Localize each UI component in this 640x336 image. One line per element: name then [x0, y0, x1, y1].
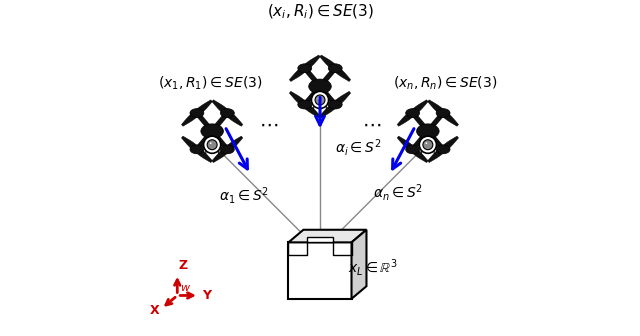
Polygon shape: [320, 102, 337, 118]
Ellipse shape: [190, 109, 204, 118]
Text: X: X: [150, 304, 159, 317]
Ellipse shape: [207, 140, 217, 150]
Text: $(x_i, R_i) \in SE(3)$: $(x_i, R_i) \in SE(3)$: [266, 3, 374, 21]
Ellipse shape: [317, 97, 319, 99]
Text: Z: Z: [179, 259, 188, 271]
Ellipse shape: [426, 142, 428, 144]
Polygon shape: [303, 102, 320, 118]
Polygon shape: [351, 230, 367, 299]
Polygon shape: [212, 147, 229, 163]
Polygon shape: [441, 111, 458, 126]
Polygon shape: [441, 136, 458, 152]
Polygon shape: [289, 91, 307, 107]
Polygon shape: [225, 136, 243, 152]
Ellipse shape: [201, 124, 223, 138]
Polygon shape: [333, 66, 351, 81]
Ellipse shape: [312, 91, 328, 109]
Polygon shape: [289, 230, 367, 242]
Polygon shape: [212, 100, 229, 115]
Ellipse shape: [328, 64, 342, 73]
Text: $x_L \in \mathbb{R}^3$: $x_L \in \mathbb{R}^3$: [348, 257, 398, 278]
Ellipse shape: [190, 145, 204, 154]
Ellipse shape: [204, 136, 221, 153]
Text: Y: Y: [202, 289, 211, 302]
Polygon shape: [411, 147, 428, 163]
Polygon shape: [182, 111, 199, 126]
Polygon shape: [411, 100, 428, 115]
Polygon shape: [303, 55, 320, 71]
Ellipse shape: [436, 109, 450, 118]
Ellipse shape: [406, 145, 420, 154]
Polygon shape: [428, 100, 445, 115]
Polygon shape: [225, 111, 243, 126]
Ellipse shape: [417, 124, 439, 138]
Polygon shape: [428, 147, 445, 163]
Ellipse shape: [406, 109, 420, 118]
Ellipse shape: [315, 95, 325, 105]
Ellipse shape: [328, 100, 342, 109]
Text: $(x_1, R_1) \in SE(3)$: $(x_1, R_1) \in SE(3)$: [158, 74, 262, 92]
Ellipse shape: [423, 140, 433, 150]
Polygon shape: [333, 91, 351, 107]
Ellipse shape: [308, 79, 332, 94]
Ellipse shape: [436, 145, 450, 154]
Polygon shape: [397, 111, 415, 126]
Ellipse shape: [298, 64, 312, 73]
Polygon shape: [195, 147, 212, 163]
Ellipse shape: [220, 145, 234, 154]
Polygon shape: [397, 136, 415, 152]
Text: $\alpha_n \in S^2$: $\alpha_n \in S^2$: [373, 182, 423, 203]
Text: $\alpha_i \in S^2$: $\alpha_i \in S^2$: [335, 137, 381, 158]
Text: $\cdots$: $\cdots$: [362, 115, 381, 134]
Polygon shape: [320, 55, 337, 71]
Ellipse shape: [298, 100, 312, 109]
Text: $(x_n, R_n) \in SE(3)$: $(x_n, R_n) \in SE(3)$: [393, 74, 497, 92]
Polygon shape: [195, 100, 212, 115]
Ellipse shape: [220, 109, 234, 118]
Text: $w$: $w$: [180, 284, 191, 293]
Polygon shape: [289, 66, 307, 81]
Text: $\cdots$: $\cdots$: [259, 115, 278, 134]
Ellipse shape: [210, 142, 211, 144]
Ellipse shape: [419, 136, 436, 153]
Polygon shape: [289, 242, 351, 299]
Polygon shape: [182, 136, 199, 152]
Polygon shape: [307, 237, 333, 242]
Text: $\alpha_1 \in S^2$: $\alpha_1 \in S^2$: [219, 185, 269, 206]
